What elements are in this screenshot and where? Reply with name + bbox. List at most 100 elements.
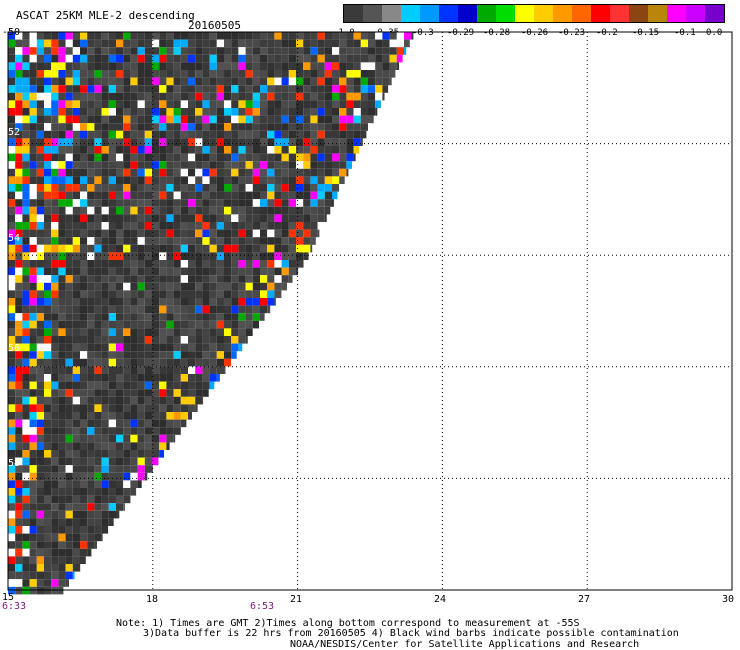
swath-cell <box>58 366 66 374</box>
swath-cell <box>87 343 95 352</box>
swath-cell <box>22 442 30 450</box>
swath-cell <box>94 404 102 412</box>
swath-cell <box>101 313 109 321</box>
swath-cell <box>231 328 239 336</box>
swath-cell <box>339 123 347 131</box>
swath-cell <box>274 199 282 207</box>
swath-cell <box>65 358 73 367</box>
swath-cell <box>22 282 30 291</box>
swath-cell <box>44 191 52 200</box>
swath-cell <box>252 130 260 139</box>
swath-cell <box>252 123 260 131</box>
swath-cell <box>87 62 95 70</box>
swath-cell <box>195 77 203 86</box>
swath-cell <box>252 32 260 40</box>
swath-cell <box>58 267 66 276</box>
swath-cell <box>188 153 196 162</box>
swath-cell <box>166 336 174 344</box>
swath-cell <box>137 343 145 352</box>
swath-cell <box>8 267 16 276</box>
swath-cell <box>116 457 124 466</box>
swath-cell <box>108 214 116 222</box>
swath-cell <box>36 358 44 367</box>
swath-cell <box>8 564 16 572</box>
swath-cell <box>188 381 196 390</box>
swath-cell <box>209 123 217 131</box>
swath-cell <box>80 92 88 101</box>
swath-cell <box>44 222 52 230</box>
swath-cell <box>8 161 16 169</box>
swath-cell <box>44 336 52 344</box>
swath-cell <box>65 138 73 146</box>
swath-cell <box>224 32 232 40</box>
swath-cell <box>116 229 124 238</box>
swath-cell <box>202 275 210 283</box>
swath-cell <box>101 396 109 405</box>
swath-cell <box>231 343 239 352</box>
swath-cell <box>375 62 383 70</box>
swath-cell <box>44 206 52 215</box>
swath-cell <box>231 146 239 154</box>
swath-cell <box>65 457 73 466</box>
swath-cell <box>216 320 224 329</box>
swath-cell <box>101 336 109 344</box>
swath-cell <box>188 374 196 382</box>
swath-cell <box>224 305 232 314</box>
swath-cell <box>8 548 16 557</box>
swath-cell <box>173 427 181 435</box>
swath-cell <box>123 47 131 55</box>
swath-cell <box>101 351 109 359</box>
swath-cell <box>8 252 16 260</box>
swath-cell <box>123 457 131 466</box>
swath-cell <box>173 62 181 70</box>
swath-cell <box>65 450 73 458</box>
swath-cell <box>72 404 80 412</box>
swath-cell <box>238 199 246 207</box>
swath-cell <box>116 434 124 443</box>
swath-cell <box>8 556 16 564</box>
swath-cell <box>15 305 23 314</box>
swath-cell <box>260 39 268 48</box>
swath-cell <box>80 374 88 382</box>
swath-cell <box>72 85 80 93</box>
swath-cell <box>288 92 296 101</box>
swath-cell <box>72 510 80 519</box>
swath-cell <box>87 206 95 215</box>
swath-cell <box>101 130 109 139</box>
swath-cell <box>202 343 210 352</box>
swath-cell <box>216 153 224 162</box>
swath-cell <box>216 282 224 291</box>
swath-cell <box>101 168 109 177</box>
swath-cell <box>80 168 88 177</box>
swath-cell <box>94 260 102 268</box>
swath-cell <box>72 503 80 511</box>
swath-cell <box>116 260 124 268</box>
swath-cell <box>72 533 80 542</box>
swath-cell <box>108 396 116 405</box>
swath-cell <box>15 244 23 253</box>
swath-cell <box>80 260 88 268</box>
swath-cell <box>58 290 66 298</box>
swath-cell <box>180 168 188 177</box>
swath-cell <box>101 161 109 169</box>
swath-cell <box>188 320 196 329</box>
swath-cell <box>274 100 282 108</box>
swath-cell <box>346 146 354 154</box>
swath-cell <box>152 130 160 139</box>
swath-cell <box>137 237 145 245</box>
swath-cell <box>80 138 88 146</box>
swath-cell <box>368 32 376 40</box>
swath-cell <box>252 115 260 124</box>
swath-cell <box>231 70 239 78</box>
swath-cell <box>51 206 59 215</box>
swath-cell <box>238 214 246 222</box>
swath-cell <box>94 92 102 101</box>
swath-cell <box>137 146 145 154</box>
swath-cell <box>375 92 383 101</box>
swath-cell <box>166 115 174 124</box>
swath-cell <box>51 146 59 154</box>
swath-cell <box>8 39 16 48</box>
swath-cell <box>29 32 37 40</box>
lon-tick-label: 21 <box>290 594 303 605</box>
swath-cell <box>58 541 66 549</box>
